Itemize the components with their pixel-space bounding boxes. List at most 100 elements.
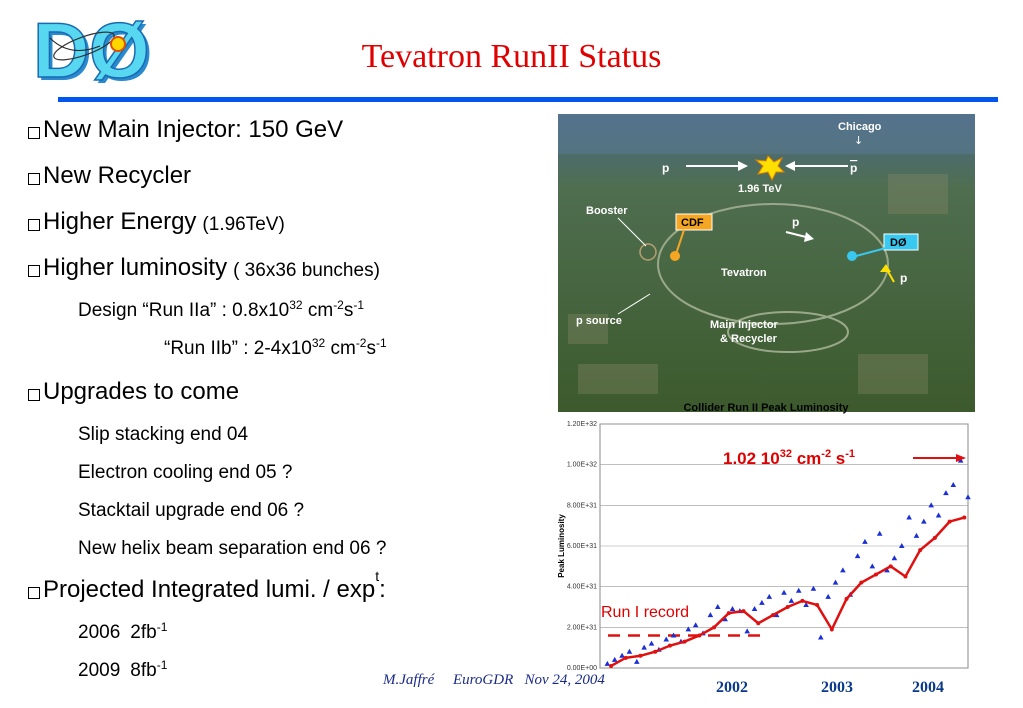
trend-point	[741, 609, 746, 614]
trend-point	[756, 621, 761, 626]
cdf-label: CDF	[681, 217, 704, 229]
data-point	[921, 518, 927, 524]
sub-bullet-slip-stacking: Slip stacking end 04	[78, 424, 249, 445]
checkbox-bullet-icon	[28, 219, 40, 231]
peak-arrowhead-icon	[956, 454, 966, 462]
main-injector-label: Main Injector	[710, 319, 779, 331]
chicago-label: Chicago	[838, 121, 882, 133]
trend-point	[800, 598, 805, 603]
trend-point	[667, 643, 672, 648]
data-point	[891, 555, 898, 561]
p-mid-label: p	[792, 215, 799, 229]
page-title: Tevatron RunII Status	[361, 38, 662, 75]
trend-point	[888, 564, 893, 569]
data-point	[685, 626, 692, 632]
y-tick-label: 0.00E+00	[567, 665, 597, 670]
bullet-higher-luminosity: Higher luminosity( 36x36 bunches)	[28, 254, 548, 300]
bullet-upgrades: Upgrades to come	[28, 378, 548, 424]
peak-annotation: 1.02 1032 cm-2 s-1	[723, 448, 856, 469]
trend-point	[726, 611, 731, 616]
sub-bullet-design-run-iia: Design “Run IIa” : 0.8x1032 cm-2s-1	[78, 298, 365, 321]
data-point	[641, 644, 647, 650]
data-point	[913, 532, 920, 538]
data-point	[840, 567, 846, 573]
trend-point	[638, 653, 643, 658]
data-point	[604, 660, 611, 666]
data-point	[950, 482, 957, 487]
y-axis-label: Peak Luminosity	[557, 514, 566, 578]
checkbox-bullet-icon	[28, 173, 40, 185]
y-tick-label: 8.00E+31	[567, 502, 597, 509]
d0-experiment-logo-icon: D D Ø Ø	[32, 8, 152, 88]
data-point	[670, 632, 677, 638]
bullet-projected-lumi: Projected Integrated lumi. / exp t:	[28, 569, 548, 622]
bullet-list: New Main Injector: 150 GeV New Recycler …	[28, 116, 548, 698]
checkbox-bullet-icon	[28, 587, 40, 599]
p-source-label: p source	[576, 315, 622, 327]
y-tick-label: 1.20E+32	[567, 421, 597, 428]
footer: M.Jaffré EuroGDR Nov 24, 2004	[383, 672, 605, 688]
data-point	[692, 622, 699, 628]
checkbox-bullet-icon	[28, 127, 40, 139]
data-point	[781, 589, 787, 595]
y-tick-label: 6.00E+31	[567, 543, 597, 550]
year-label-2003: 2003	[821, 679, 853, 696]
trend-point	[653, 649, 658, 654]
trend-point	[785, 605, 790, 609]
data-point	[854, 553, 861, 559]
data-point	[803, 601, 809, 607]
bullet-higher-energy: Higher Energy (1.96TeV)	[28, 208, 548, 254]
data-point	[884, 567, 890, 573]
trend-point	[815, 602, 820, 607]
tevatron-aerial-map: Chicago ↓ p p 1.96 TeV Booster CDF p DØ …	[558, 114, 975, 412]
trend-point	[932, 535, 937, 540]
trend-point	[829, 627, 834, 632]
data-point	[626, 648, 633, 654]
trend-point	[874, 572, 878, 577]
trend-point	[697, 633, 702, 638]
data-point	[744, 628, 750, 634]
sub-bullet-2009: 2009 8fb-1	[78, 658, 168, 681]
sub-bullet-2006: 2006 2fb-1	[78, 620, 168, 643]
trend-point	[918, 548, 923, 553]
title-divider	[58, 97, 998, 102]
data-point	[810, 585, 817, 591]
data-point	[935, 512, 942, 518]
data-point	[818, 634, 824, 640]
sub-bullet-electron-cooling: Electron cooling end 05 ?	[78, 462, 293, 483]
data-point	[788, 597, 795, 603]
sub-bullet-run-iib: “Run IIb” : 2-4x1032 cm-2s-1	[164, 336, 387, 359]
data-point	[611, 656, 618, 662]
data-point	[751, 606, 758, 612]
data-point	[906, 514, 912, 520]
data-point	[928, 502, 934, 508]
d0-label: DØ	[890, 237, 907, 249]
peak-luminosity-chart: 0.00E+00 2.00E+31 4.00E+31 6.00E+31 8.00E+31…	[557, 421, 971, 670]
trend-point	[844, 596, 849, 601]
data-point	[795, 587, 802, 593]
run1-record-label: Run I record	[601, 604, 690, 621]
data-point	[766, 593, 773, 599]
trend-point	[623, 655, 628, 660]
data-point	[943, 490, 949, 496]
data-point	[619, 652, 625, 658]
data-point	[832, 579, 839, 585]
y-tick-label: 1.00E+32	[567, 462, 597, 469]
trend-point	[947, 519, 952, 524]
chicago-arrow-icon: ↓	[854, 134, 863, 147]
recycler-label: & Recycler	[720, 333, 778, 345]
p-left-label: p	[662, 161, 669, 175]
booster-label: Booster	[586, 205, 628, 217]
pbar-right-label: p	[850, 161, 857, 175]
chart-title: Collider Run II Peak Luminosity	[683, 402, 849, 414]
data-point	[663, 636, 670, 642]
data-point	[898, 543, 905, 548]
data-point	[759, 599, 765, 605]
y-tick-label: 4.00E+31	[567, 584, 597, 591]
trend-point	[962, 515, 967, 520]
bullet-recycler: New Recycler	[28, 162, 548, 208]
sub-bullet-helix: New helix beam separation end 06 ?	[78, 538, 387, 559]
p-right-label: p	[900, 271, 907, 285]
year-label-2002: 2002	[716, 679, 748, 696]
trend-point	[903, 574, 908, 579]
